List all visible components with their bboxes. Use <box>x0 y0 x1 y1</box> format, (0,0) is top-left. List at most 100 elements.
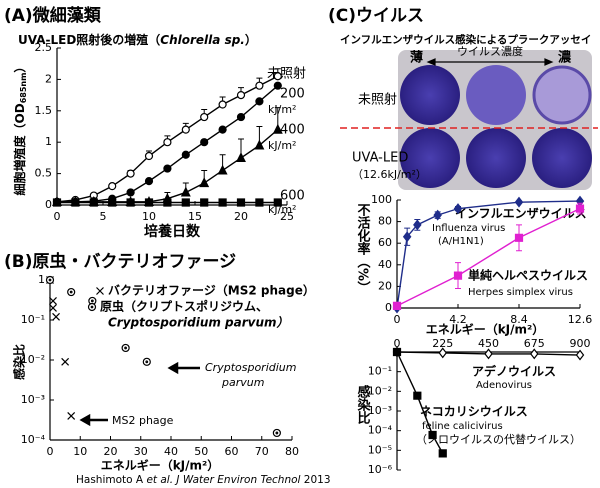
x-tick-label: 5 <box>100 210 107 223</box>
legend-marker <box>96 287 104 295</box>
x-tick-label: 70 <box>255 445 269 458</box>
x-tick-label: 60 <box>225 445 239 458</box>
subtitle-part: UVA-LED照射後の増殖（ <box>18 32 160 47</box>
concentration-low: 薄 <box>410 50 423 66</box>
y-tick-label: 1.5 <box>35 104 53 117</box>
data-point <box>433 209 442 221</box>
x-tick-label: 10 <box>142 210 156 223</box>
data-point <box>144 177 154 186</box>
series-note: (A/H1N1) <box>438 236 484 247</box>
x-tick-label: 12.6 <box>568 313 593 326</box>
data-point <box>45 275 55 285</box>
y-tick-label: 20 <box>378 279 392 292</box>
data-point <box>453 203 463 215</box>
data-point <box>273 72 282 81</box>
subtitle-part: ） <box>245 32 257 47</box>
unit-label: kJ/m² <box>268 103 296 116</box>
y-tick-label: 1 <box>45 135 52 148</box>
plate-well <box>466 65 526 125</box>
series-note: Adenovirus <box>476 380 532 391</box>
annotation: Cryptosporidium <box>205 361 297 374</box>
data-point <box>236 198 246 207</box>
data-point <box>181 125 190 134</box>
row-label: UVA-LED <box>352 151 408 166</box>
concentration-label: ウイルス濃度 <box>457 44 523 58</box>
series-label: 600 <box>280 189 305 204</box>
y-axis-label: 細胞増殖度（OD685nm） <box>12 61 28 196</box>
data-point <box>273 198 282 207</box>
series-line <box>396 351 444 454</box>
series-line <box>396 208 581 307</box>
data-point <box>200 198 209 207</box>
data-point <box>67 287 76 297</box>
data-point <box>217 164 228 175</box>
legend-marker <box>87 302 97 312</box>
x-tick-label: 675 <box>524 337 545 350</box>
data-point <box>67 411 76 420</box>
y-tick-label: 60 <box>378 236 392 249</box>
data-point <box>218 198 227 207</box>
citation-part: J Water Environ Technol <box>173 474 300 486</box>
series-note: Herpes simplex virus <box>468 287 573 298</box>
panel-title: (C)ウイルス <box>328 6 424 26</box>
y-axis-label: 感染比 <box>12 344 27 380</box>
plate-well <box>466 128 526 188</box>
data-point <box>514 196 524 208</box>
concentration-arrow <box>426 58 554 66</box>
data-point <box>453 271 463 280</box>
x-tick-label: 50 <box>194 445 208 458</box>
data-point <box>218 125 227 134</box>
data-point <box>438 449 447 458</box>
series-label: インフルエンザウイルス <box>455 207 587 221</box>
plate-well <box>400 65 460 125</box>
data-point <box>163 198 172 207</box>
data-point <box>163 138 172 147</box>
x-tick-label: 30 <box>134 445 148 458</box>
data-point <box>89 198 98 207</box>
y-tick-label: 10⁻⁴ <box>368 424 393 437</box>
data-point <box>126 169 135 178</box>
series-label: 200 <box>280 87 305 102</box>
data-point <box>163 164 172 173</box>
label-part: 685nm <box>19 73 28 104</box>
data-point <box>126 198 135 207</box>
data-point <box>52 198 62 207</box>
x-tick-label: 225 <box>432 337 453 350</box>
subtitle-part: Chlorella sp. <box>160 33 245 47</box>
data-point <box>392 301 402 310</box>
data-point <box>52 312 60 321</box>
data-point <box>272 428 281 438</box>
subtitle: UVA-LED照射後の増殖（Chlorella sp.） <box>18 32 257 47</box>
y-tick-label: 2 <box>45 72 52 85</box>
data-point <box>218 100 227 109</box>
x-tick-label: 0 <box>54 210 61 223</box>
label-part: ） <box>12 61 27 73</box>
data-point <box>121 343 130 353</box>
citation-part: 2013 <box>300 474 330 486</box>
data-point <box>126 188 135 197</box>
subtitle: インフルエンザウイルス感染によるプラークアッセイ <box>340 33 591 46</box>
y-tick-label: 10⁻¹ <box>21 313 45 326</box>
label-part: 細胞増殖度（OD <box>12 103 27 195</box>
x-tick-label: 80 <box>285 445 299 458</box>
annotation: MS2 phage <box>112 414 174 427</box>
panel-title: (B)原虫・バクテリオファージ <box>4 251 236 272</box>
series-label: ネコカリシウイルス <box>420 405 528 419</box>
data-point <box>575 204 585 213</box>
data-point <box>273 81 282 90</box>
series-note: （ノロウイルスの代替ウイルス） <box>416 432 581 446</box>
panel-title: (A)微細藻類 <box>4 5 102 26</box>
x-tick-label: 25 <box>280 210 294 223</box>
unit-label: kJ/m² <box>268 139 296 152</box>
x-tick-label: 0 <box>394 313 401 326</box>
data-point <box>438 347 448 359</box>
data-point <box>254 139 265 150</box>
legend-label: Cryptosporidium parvum） <box>108 316 289 330</box>
series-label: アデノウイルス <box>472 364 556 379</box>
x-tick-label: 10 <box>73 445 87 458</box>
data-point <box>199 177 210 188</box>
data-point <box>200 138 209 147</box>
y-tick-label: 1 <box>38 273 45 286</box>
data-point <box>200 112 209 122</box>
